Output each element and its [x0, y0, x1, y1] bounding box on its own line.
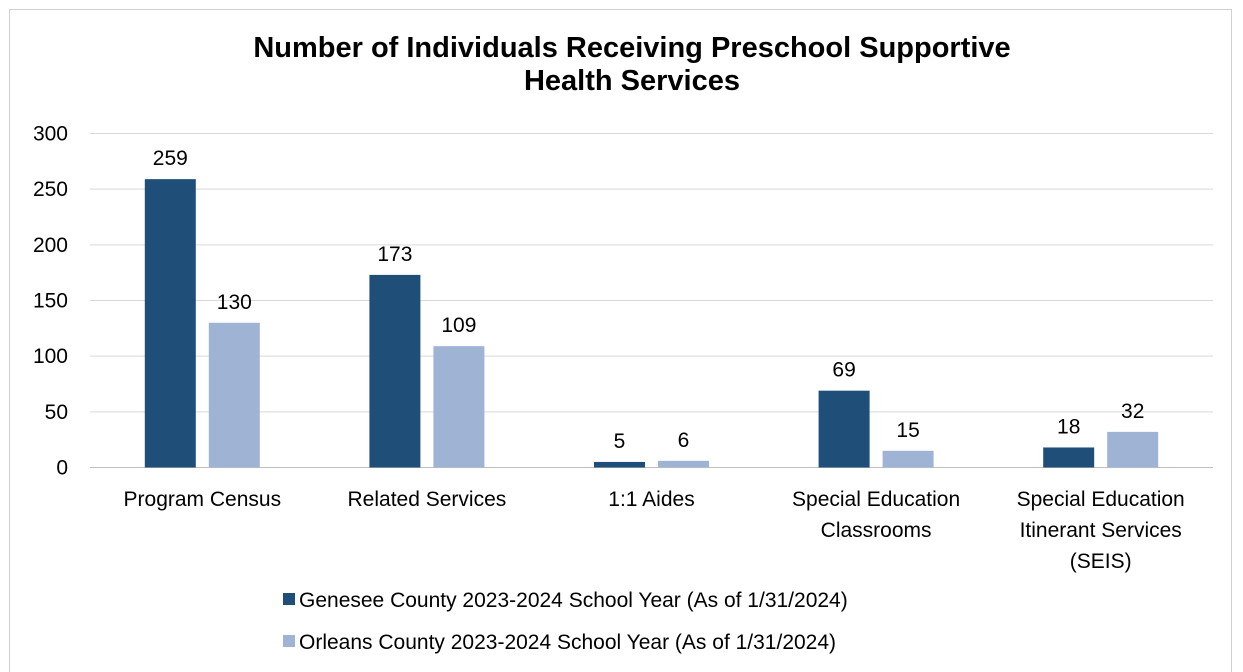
bar [208, 322, 260, 468]
data-label: 18 [1057, 415, 1080, 438]
y-tick-label: 200 [33, 234, 68, 257]
data-label: 6 [678, 429, 690, 452]
bar [818, 390, 870, 468]
x-category-label: 1:1 Aides [608, 488, 694, 511]
y-tick-label: 150 [33, 290, 68, 313]
data-labels: 259 130 173 109 5 6 69 15 18 32 [153, 147, 1145, 453]
bar [658, 460, 709, 468]
y-axis: 0 50 100 150 200 250 300 [33, 123, 68, 480]
data-label: 32 [1121, 400, 1144, 423]
data-label: 173 [377, 243, 412, 266]
legend-label: Genesee County 2023-2024 School Year (As… [299, 589, 848, 612]
y-tick-label: 100 [33, 345, 68, 368]
data-label: 69 [832, 359, 855, 382]
chart-title-line: Health Services [524, 65, 740, 97]
data-label: 15 [896, 419, 919, 442]
x-axis: Program Census Related Services 1:1 Aides S… [124, 488, 1185, 573]
bar [369, 274, 421, 468]
bar [1107, 431, 1159, 468]
bars [144, 179, 1159, 468]
bar [594, 461, 645, 468]
gridlines [90, 133, 1213, 468]
x-category-label: Special Education [792, 488, 960, 511]
x-category-label: Special Education [1017, 488, 1185, 511]
legend: Genesee County 2023-2024 School Year (As… [283, 589, 848, 654]
x-category-label: Related Services [348, 488, 507, 511]
x-category-label: Program Census [124, 488, 282, 511]
data-label: 109 [441, 314, 476, 337]
legend-label: Orleans County 2023-2024 School Year (As… [299, 631, 836, 654]
chart-title-line: Number of Individuals Receiving Preschoo… [253, 32, 1010, 64]
data-label: 130 [217, 291, 252, 314]
y-tick-label: 50 [45, 401, 68, 424]
legend-swatch [283, 593, 295, 605]
bar [144, 179, 196, 468]
bar [1043, 447, 1095, 468]
legend-swatch [283, 635, 295, 647]
y-tick-label: 300 [33, 123, 68, 146]
data-label: 259 [153, 147, 188, 170]
bar [882, 450, 934, 468]
x-category-label: Classrooms [821, 519, 932, 542]
y-tick-label: 250 [33, 178, 68, 201]
y-tick-label: 0 [56, 457, 68, 480]
x-category-label: Itinerant Services [1020, 519, 1182, 542]
chart-title: Number of Individuals Receiving Preschoo… [253, 32, 1010, 97]
data-label: 5 [614, 430, 626, 453]
bar [433, 346, 485, 468]
x-category-label: (SEIS) [1070, 550, 1132, 573]
